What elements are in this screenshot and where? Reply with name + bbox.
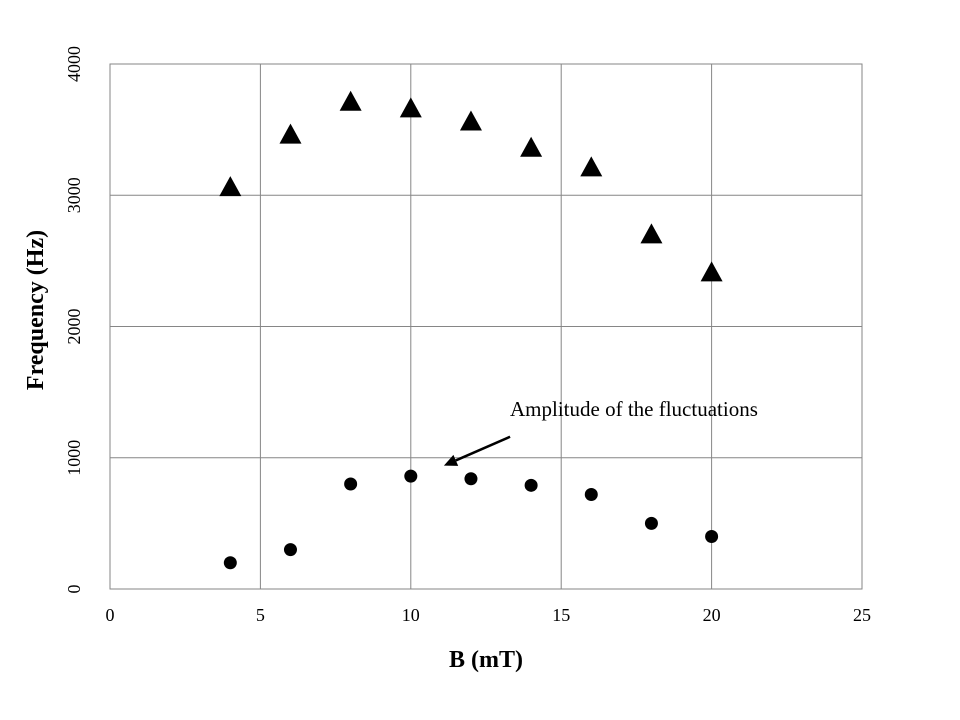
data-point-circle — [404, 469, 418, 483]
x-tick-label: 5 — [256, 605, 265, 625]
data-point-circle — [283, 543, 297, 557]
y-tick-label: 3000 — [64, 177, 84, 213]
x-tick-label: 25 — [853, 605, 871, 625]
data-point-triangle — [700, 261, 723, 282]
y-tick-label: 2000 — [64, 309, 84, 345]
annotation-label: Amplitude of the fluctuations — [510, 397, 758, 421]
annotation-arrow-head — [443, 454, 459, 466]
data-point-circle — [223, 556, 237, 570]
series-1-circle-markers — [223, 469, 719, 570]
x-tick-label: 20 — [703, 605, 721, 625]
x-axis-title: B (mT) — [449, 647, 523, 673]
y-axis-title: Frequency (Hz) — [23, 230, 49, 390]
plot-border — [109, 63, 863, 590]
annotations: Amplitude of the fluctuations — [443, 397, 758, 466]
x-tick-label: 10 — [402, 605, 420, 625]
y-tick-label: 4000 — [64, 46, 84, 82]
data-point-triangle — [520, 136, 543, 157]
y-tick-label: 0 — [64, 585, 84, 594]
data-point-triangle — [279, 123, 302, 144]
data-series — [219, 90, 723, 570]
data-point-triangle — [219, 176, 242, 197]
data-point-triangle — [339, 90, 362, 111]
data-point-triangle — [580, 156, 603, 177]
annotation-arrow-shaft — [455, 435, 511, 462]
data-point-triangle — [640, 223, 663, 244]
data-point-triangle — [399, 97, 422, 118]
tick-labels: 0 5 10 15 20 25 0 1000 2000 3000 4000 — [64, 46, 871, 625]
data-point-circle — [644, 516, 658, 530]
data-point-circle — [464, 472, 478, 486]
data-point-triangle — [459, 110, 482, 131]
x-tick-label: 15 — [552, 605, 570, 625]
data-point-circle — [344, 477, 358, 491]
data-point-circle — [584, 488, 598, 501]
y-tick-label: 1000 — [64, 440, 84, 476]
grid-lines — [110, 64, 862, 589]
annotation-arrow — [443, 435, 511, 466]
x-tick-label: 0 — [106, 605, 115, 625]
series-0-triangle-markers — [219, 90, 723, 282]
data-point-circle — [524, 478, 538, 492]
data-point-circle — [705, 530, 719, 543]
